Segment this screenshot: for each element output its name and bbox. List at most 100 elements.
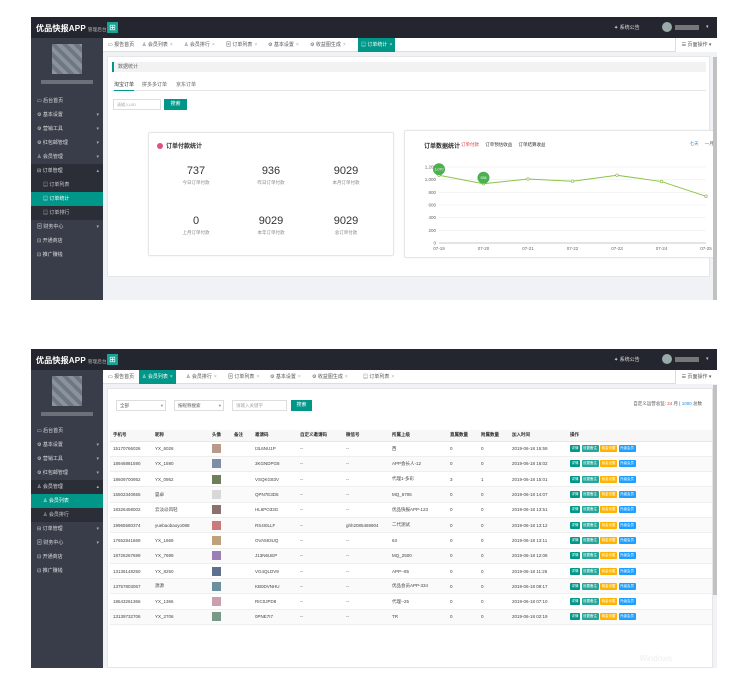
set-note-button[interactable]: 设置备注 [581,598,599,606]
tab-member-list[interactable]: ♙ 会员列表 × [139,370,176,384]
sidebar-item-basic[interactable]: ⚙ 基本设置 ▾ [37,442,99,448]
detail-button[interactable]: 详情 [570,491,580,499]
sidebar-item-promo[interactable]: ⊡ 推广赚钱 [37,568,63,574]
sidebar-item-order[interactable]: ⊟ 订单管理 ▴ [31,164,103,178]
sidebar-item-order-stats[interactable]: ▤ 订单统计 [31,192,103,206]
detail-button[interactable]: 详情 [570,506,580,514]
detail-button[interactable]: 详情 [570,521,580,529]
sidebar-item-order-rank[interactable]: ▤ 订单排行 [31,206,103,220]
commission-button[interactable]: 佣金设置 [600,536,617,544]
detail-button[interactable]: 详情 [570,536,580,544]
uid-search-input[interactable]: 请输入UID [113,99,161,110]
sidebar-item-member[interactable]: ♙ 会员管理 ▾ [37,154,99,160]
upgrade-button[interactable]: 升级会员 [618,582,636,590]
commission-button[interactable]: 佣金设置 [600,598,617,606]
commission-button[interactable]: 佣金设置 [600,506,617,514]
upgrade-button[interactable]: 升级会员 [618,552,636,560]
upgrade-button[interactable]: 升级会员 [618,506,636,514]
set-note-button[interactable]: 设置备注 [581,613,599,621]
tab-home[interactable]: ▭ 报告首页 [108,42,135,48]
tab-basic[interactable]: ⚙ 基本设置 × [270,374,301,380]
upgrade-button[interactable]: 升级会员 [618,475,636,483]
tab-income-img[interactable]: ⚙ 收益图生成 × [312,374,348,380]
system-notice-link[interactable]: ✦ 系统公告 [614,25,640,31]
tab-home[interactable]: ▭ 报告首页 [108,374,135,380]
detail-button[interactable]: 详情 [570,582,580,590]
tab-member-rank[interactable]: ♙ 会员排行 × [184,42,215,48]
upgrade-button[interactable]: 升级会员 [618,536,636,544]
commission-button[interactable]: 佣金设置 [600,460,617,468]
set-note-button[interactable]: 设置备注 [581,552,599,560]
tab-order-list-2[interactable]: ▤ 订单列表 × [363,374,395,380]
sidebar-item-store[interactable]: ⊡ 开通商店 [37,238,63,244]
sidebar-item-finance[interactable]: ⊠ 财务中心 ▾ [37,224,99,230]
detail-button[interactable]: 详情 [570,598,580,606]
set-note-button[interactable]: 设置备注 [581,460,599,468]
sidebar-item-home[interactable]: ▭ 后台首页 [37,428,64,434]
detail-button[interactable]: 详情 [570,460,580,468]
commission-button[interactable]: 佣金设置 [600,475,617,483]
upgrade-button[interactable]: 升级会员 [618,445,636,453]
sidebar-item-red[interactable]: ⚙ 红包邮管理 ▾ [37,470,99,476]
sidebar-item-promo[interactable]: ⊡ 推广赚钱 [37,252,63,258]
sidebar-item-finance[interactable]: ⊠ 财务中心 ▾ [37,540,99,546]
search-button[interactable]: 搜索 [291,400,312,411]
tab-basic[interactable]: ⚙ 基本设置 × [268,42,299,48]
page-ops-button[interactable]: ☰ 页面操作 ▾ [675,370,717,384]
sidebar-item-member-list[interactable]: ♙ 会员列表 [31,494,103,508]
range-1m[interactable]: 一月 [704,141,714,146]
page-ops-button[interactable]: ☰ 页面操作 ▾ [675,38,717,52]
detail-button[interactable]: 详情 [570,552,580,560]
chevron-down-icon[interactable]: ▾ [706,356,709,362]
commission-button[interactable]: 佣金设置 [600,521,617,529]
metric-estimate[interactable]: 订单预估收益 [485,142,513,147]
upgrade-button[interactable]: 升级会员 [618,567,636,575]
commission-button[interactable]: 佣金设置 [600,567,617,575]
upgrade-button[interactable]: 升级会员 [618,598,636,606]
metric-settle[interactable]: 订单结算收益 [518,142,546,147]
user-avatar[interactable] [662,354,672,364]
commission-button[interactable]: 佣金设置 [600,445,617,453]
detail-button[interactable]: 详情 [570,445,580,453]
level-select[interactable]: 全部 ▾ [116,400,166,411]
sidebar-item-member[interactable]: ♙ 会员管理 ▴ [31,480,103,494]
set-note-button[interactable]: 设置备注 [581,536,599,544]
chevron-down-icon[interactable]: ▾ [706,24,709,30]
commission-button[interactable]: 佣金设置 [600,552,617,560]
search-type-select[interactable]: 按昵称搜索 ▾ [174,400,224,411]
tab-jd[interactable]: 京东订单 [176,82,197,88]
set-note-button[interactable]: 设置备注 [581,445,599,453]
detail-button[interactable]: 详情 [570,613,580,621]
upgrade-button[interactable]: 升级会员 [618,491,636,499]
user-name[interactable] [675,357,699,362]
set-note-button[interactable]: 设置备注 [581,475,599,483]
scrollbar[interactable] [713,385,717,595]
metric-payment[interactable]: 订单付款 [461,142,479,147]
commission-button[interactable]: 佣金设置 [600,582,617,590]
sidebar-item-market[interactable]: ⚙ 营销工具 ▾ [37,126,99,132]
commission-button[interactable]: 佣金设置 [600,613,617,621]
set-note-button[interactable]: 设置备注 [581,521,599,529]
sidebar-item-basic[interactable]: ⚙ 基本设置 ▾ [37,112,99,118]
grid-icon[interactable]: ⊞ [107,22,118,33]
keyword-input[interactable]: 请输入关键字 [232,400,287,411]
system-notice-link[interactable]: ✦ 系统公告 [614,357,640,363]
sidebar-item-member-rank[interactable]: ♙ 会员排行 [31,508,103,522]
upgrade-button[interactable]: 升级会员 [618,460,636,468]
commission-button[interactable]: 佣金设置 [600,491,617,499]
detail-button[interactable]: 详情 [570,475,580,483]
detail-button[interactable]: 详情 [570,567,580,575]
sidebar-item-market[interactable]: ⚙ 营销工具 ▾ [37,456,99,462]
upgrade-button[interactable]: 升级会员 [618,613,636,621]
user-avatar[interactable] [662,22,672,32]
search-button[interactable]: 搜索 [164,99,187,110]
upgrade-button[interactable]: 升级会员 [618,521,636,529]
sidebar-item-store[interactable]: ⊡ 开通商店 [37,554,63,560]
sidebar-item-home[interactable]: ▭ 后台首页 [37,98,64,104]
set-note-button[interactable]: 设置备注 [581,582,599,590]
tab-order-list[interactable]: ⊠ 订单列表 × [226,42,258,48]
tab-order-list[interactable]: ⊠ 订单列表 × [228,374,260,380]
scrollbar[interactable] [713,57,717,300]
sidebar-item-red[interactable]: ⚙ 红包邮管理 ▾ [37,140,99,146]
sidebar-item-order-list[interactable]: ▤ 订单列表 [31,178,103,192]
